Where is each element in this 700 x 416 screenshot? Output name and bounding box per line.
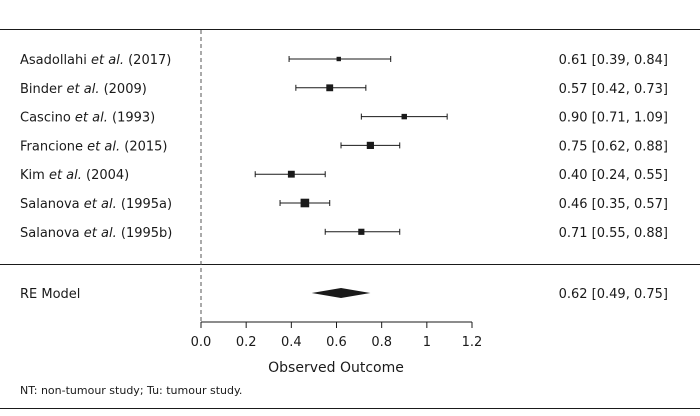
point-estimate [358, 228, 365, 235]
x-tick-label: 0.2 [236, 335, 257, 350]
study-label: Salanova et al. (1995a) [20, 197, 172, 212]
ci-text: 0.61 [0.39, 0.84] [559, 53, 668, 68]
study-row: Kim et al. (2004) 0.40 [0.24, 0.55] [20, 168, 668, 183]
study-row: Francione et al. (2015) 0.75 [0.62, 0.88] [20, 139, 668, 154]
study-row: Asadollahi et al. (2017) 0.61 [0.39, 0.84… [20, 53, 668, 68]
study-year: (2004) [82, 168, 129, 183]
study-etal: et al. [80, 197, 117, 212]
x-tick-label: 1.2 [462, 335, 483, 350]
study-author: Salanova [20, 226, 80, 241]
study-row: Salanova et al. (1995b) 0.71 [0.55, 0.88] [20, 226, 668, 241]
ci-text: 0.71 [0.55, 0.88] [559, 226, 668, 241]
point-estimate [300, 198, 310, 208]
study-year: (1995a) [117, 197, 172, 212]
study-etal: et al. [87, 53, 124, 68]
x-tick-label: 0.0 [191, 335, 212, 350]
study-author: Cascino [20, 111, 71, 126]
x-axis-title: Observed Outcome [268, 360, 404, 376]
point-estimate [326, 84, 334, 92]
point-estimate [336, 56, 341, 62]
study-row: Cascino et al. (1993) 0.90 [0.71, 1.09] [20, 111, 668, 126]
study-row: Salanova et al. (1995a) 0.46 [0.35, 0.57] [20, 197, 668, 212]
study-etal: et al. [80, 226, 117, 241]
point-estimate [366, 141, 374, 149]
point-estimate [287, 170, 295, 178]
ci-text: 0.40 [0.24, 0.55] [559, 168, 668, 183]
point-estimate [401, 113, 407, 120]
summary-diamond [311, 288, 371, 298]
x-tick-label: 0.4 [281, 335, 302, 350]
study-year: (1995b) [117, 226, 173, 241]
study-etal: et al. [83, 139, 120, 154]
summary-label: RE Model [20, 287, 80, 302]
study-author: Kim [20, 168, 45, 183]
study-etal: et al. [45, 168, 82, 183]
study-author: Francione [20, 139, 83, 154]
summary-row: RE Model 0.62 [0.49, 0.75] [20, 287, 668, 302]
study-author: Asadollahi [20, 53, 87, 68]
ci-text: 0.46 [0.35, 0.57] [559, 197, 668, 212]
study-label: Asadollahi et al. (2017) [20, 53, 171, 68]
x-tick-label: 1 [423, 335, 431, 350]
footnote: NT: non-tumour study; Tu: tumour study. [20, 384, 242, 397]
study-label: Binder et al. (2009) [20, 82, 147, 97]
study-year: (2009) [99, 82, 146, 97]
study-etal: et al. [71, 111, 108, 126]
study-label: Salanova et al. (1995b) [20, 226, 172, 241]
x-tick-label: 0.8 [371, 335, 392, 350]
x-axis: 0.0 0.2 0.4 0.6 0.8 1 1.2 [191, 321, 483, 350]
study-year: (1993) [108, 111, 155, 126]
study-row: Binder et al. (2009) 0.57 [0.42, 0.73] [20, 82, 668, 97]
study-rows: Asadollahi et al. (2017) 0.61 [0.39, 0.84… [20, 53, 668, 241]
study-year: (2017) [124, 53, 171, 68]
ci-text: 0.75 [0.62, 0.88] [559, 139, 668, 154]
x-tick-label: 0.6 [326, 335, 347, 350]
study-etal: et al. [62, 82, 99, 97]
ci-text: 0.90 [0.71, 1.09] [559, 111, 668, 126]
study-label: Kim et al. (2004) [20, 168, 129, 183]
study-author: Binder [20, 82, 63, 97]
study-year: (2015) [120, 139, 167, 154]
study-label: Cascino et al. (1993) [20, 111, 155, 126]
study-author: Salanova [20, 197, 80, 212]
ci-text: 0.57 [0.42, 0.73] [559, 82, 668, 97]
study-label: Francione et al. (2015) [20, 139, 168, 154]
summary-ci-text: 0.62 [0.49, 0.75] [559, 287, 668, 302]
